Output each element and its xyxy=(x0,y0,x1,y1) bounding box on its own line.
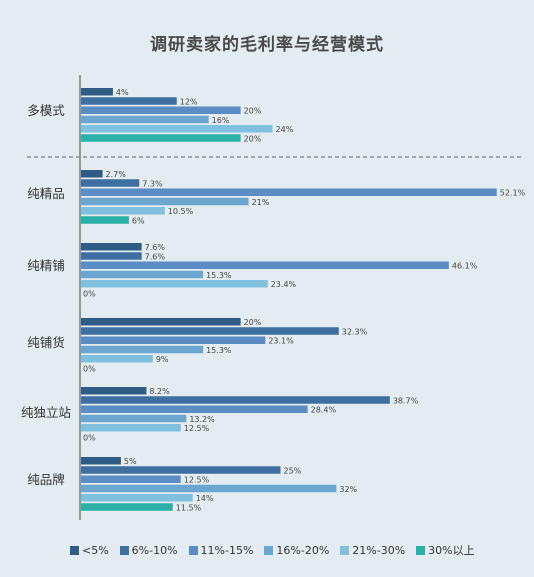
bar xyxy=(81,405,308,413)
bar xyxy=(81,494,193,502)
legend-label: <5% xyxy=(82,543,109,557)
data-label: 7.6% xyxy=(145,243,166,252)
data-label: 12.5% xyxy=(184,476,210,485)
category-label: 纯精铺 xyxy=(27,258,65,273)
data-label: 16% xyxy=(212,116,230,125)
bar xyxy=(81,336,266,344)
data-label: 5% xyxy=(124,457,137,466)
data-label: 11.5% xyxy=(176,503,202,512)
bar xyxy=(81,207,165,215)
bar xyxy=(81,484,337,493)
bar xyxy=(81,414,187,423)
legend-label: 16%-20% xyxy=(276,543,330,557)
bar xyxy=(81,261,449,269)
data-label: 0% xyxy=(83,433,96,442)
bar xyxy=(81,355,153,363)
category-label: 纯精品 xyxy=(27,186,65,201)
bar xyxy=(81,466,281,474)
legend-item: <5% xyxy=(70,544,109,557)
legend-label: 21%-30% xyxy=(352,543,406,557)
bar xyxy=(81,243,142,251)
legend-swatch xyxy=(340,545,350,555)
bar xyxy=(81,387,147,395)
chart-title: 调研卖家的毛利率与经营模式 xyxy=(150,35,384,55)
legend-swatch xyxy=(70,545,79,555)
legend-swatch xyxy=(119,545,129,555)
bar xyxy=(81,97,177,105)
data-label: 7.3% xyxy=(142,179,163,188)
data-label: 15.3% xyxy=(206,271,232,280)
bar xyxy=(81,170,103,178)
data-label: 2.7% xyxy=(106,170,127,179)
bar xyxy=(81,280,268,288)
bar xyxy=(81,457,121,465)
data-label: 14% xyxy=(196,494,214,503)
category-label: 纯品牌 xyxy=(27,472,65,487)
data-label: 20% xyxy=(244,107,262,116)
bar xyxy=(81,88,113,96)
bar xyxy=(81,327,339,335)
bar xyxy=(81,424,181,432)
data-label: 7.6% xyxy=(145,252,166,261)
chart-legend: <5% 6%-10% 11%-15% 16%-20% 21%-30% 30%以上 xyxy=(70,542,486,558)
data-label: 32% xyxy=(339,485,357,494)
legend-swatch xyxy=(416,545,426,555)
legend-label: 30%以上 xyxy=(428,544,475,557)
data-label: 28.4% xyxy=(311,406,337,415)
bar xyxy=(81,270,204,279)
bar xyxy=(81,115,209,124)
data-label: 20% xyxy=(244,134,262,143)
data-label: 0% xyxy=(83,289,96,298)
category-label: 多模式 xyxy=(27,103,65,118)
bar xyxy=(81,106,241,114)
bar xyxy=(81,345,204,354)
bar xyxy=(81,252,142,260)
legend-label: 11%-15% xyxy=(200,543,254,557)
data-label: 32.3% xyxy=(342,327,368,336)
data-label: 0% xyxy=(83,364,96,373)
bar xyxy=(81,318,241,326)
bar xyxy=(81,125,273,133)
data-label: 23.4% xyxy=(271,280,297,289)
data-label: 20% xyxy=(244,318,262,327)
data-label: 38.7% xyxy=(393,396,419,405)
data-label: 46.1% xyxy=(452,262,478,271)
data-label: 8.2% xyxy=(149,387,170,396)
legend-item: 11%-15% xyxy=(188,543,254,557)
data-label: 12% xyxy=(180,97,198,106)
category-label: 纯独立站 xyxy=(21,405,71,420)
legend-item: 6%-10% xyxy=(119,543,178,557)
legend-item: 30%以上 xyxy=(416,542,475,558)
bar xyxy=(81,216,129,224)
data-label: 15.3% xyxy=(206,346,232,355)
data-label: 23.1% xyxy=(268,337,294,346)
data-label: 25% xyxy=(284,466,302,475)
bar xyxy=(81,396,390,404)
data-label: 9% xyxy=(156,355,169,364)
data-label: 21% xyxy=(252,198,270,207)
category-label: 纯铺货 xyxy=(27,335,65,350)
data-label: 12.5% xyxy=(184,424,210,433)
bar xyxy=(81,503,173,511)
data-label: 4% xyxy=(116,88,129,97)
legend-item: 21%-30% xyxy=(340,544,405,557)
data-label: 24% xyxy=(276,125,294,134)
bar xyxy=(81,188,497,196)
legend-swatch xyxy=(188,545,198,555)
bar xyxy=(81,197,249,206)
bar xyxy=(81,475,181,483)
data-label: 52.1% xyxy=(500,189,526,198)
legend-item: 16%-20% xyxy=(264,544,329,557)
legend-swatch xyxy=(264,545,274,555)
data-label: 6% xyxy=(132,216,145,225)
data-label: 10.5% xyxy=(168,207,194,216)
bar xyxy=(81,179,140,187)
bar xyxy=(81,134,241,142)
data-label: 13.2% xyxy=(189,415,215,424)
legend-label: 6%-10% xyxy=(131,543,178,557)
